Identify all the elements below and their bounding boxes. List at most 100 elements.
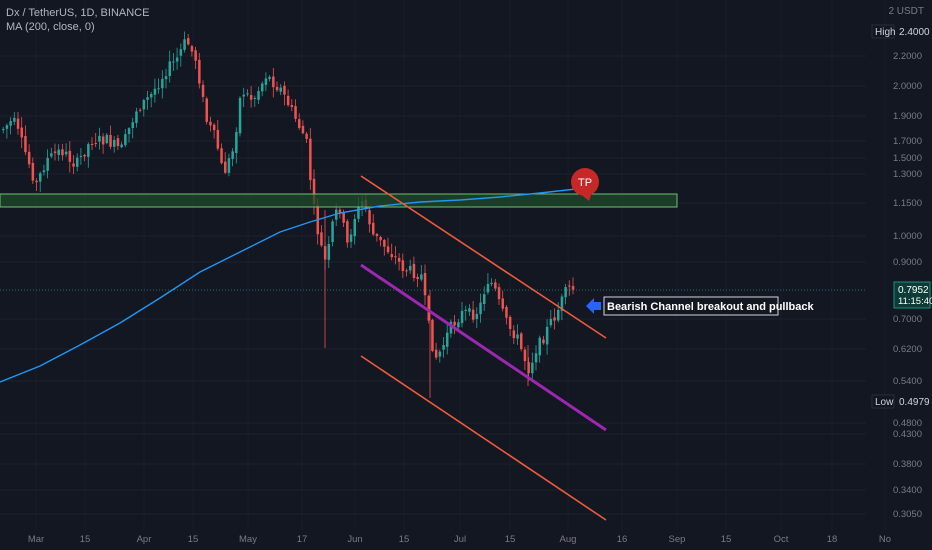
channel-lower-line[interactable] — [360, 355, 607, 521]
candle-body — [242, 94, 245, 97]
candle-body — [5, 125, 9, 129]
candle-body — [42, 170, 46, 173]
candle-body — [57, 149, 60, 155]
candle-body — [553, 317, 556, 321]
candle-body — [549, 318, 553, 326]
moving-average-line — [0, 187, 586, 383]
price-tick-label: 1.3000 — [893, 169, 922, 180]
candle-body — [294, 106, 297, 119]
candle-body — [401, 260, 405, 272]
time-tick-label: Jul — [454, 534, 466, 545]
price-tick-label: 1.7000 — [893, 136, 922, 147]
candle-body — [412, 263, 416, 279]
time-tick-label: Sep — [669, 534, 686, 545]
candle-body — [357, 206, 360, 219]
price-tick-label: 1.9000 — [893, 111, 922, 122]
low-badge-label-box — [871, 394, 895, 409]
candle-body — [423, 272, 427, 296]
candle-body — [279, 87, 282, 92]
candle-body — [209, 121, 212, 126]
candle-body — [497, 287, 501, 300]
candle-body — [397, 257, 401, 262]
candle-body — [268, 77, 271, 79]
breakout-callout[interactable]: Bearish Channel breakout and pullback — [586, 296, 814, 316]
candle-body — [372, 222, 375, 235]
candle-body — [471, 309, 475, 320]
candle-body — [90, 143, 94, 145]
candle-body — [231, 151, 234, 160]
candle-body — [368, 210, 371, 225]
time-tick-label: 15 — [399, 534, 410, 545]
candle-body — [305, 133, 308, 139]
time-tick-label: May — [239, 534, 257, 545]
low-badge-label: Low — [875, 397, 894, 408]
candle-body — [2, 129, 5, 131]
candle-body — [320, 232, 323, 246]
price-tick-label: 0.3050 — [893, 509, 922, 520]
candle-body — [379, 237, 382, 241]
time-axis[interactable]: Mar 15 Apr 15 May 17 Jun 15 Jul 15 Aug 16 Sep 15 Oct 18… — [28, 534, 891, 545]
candle-body — [386, 246, 390, 253]
candle-body — [571, 285, 575, 290]
tp-marker[interactable]: TP — [571, 168, 599, 201]
time-tick-label: Aug — [560, 534, 577, 545]
candle-body — [183, 39, 186, 50]
price-tick-label: 1.0000 — [893, 231, 922, 242]
candle-body — [94, 142, 97, 144]
chart-legend[interactable]: Dx / TetherUS, 1D, BINANCE MA (200, clos… — [6, 6, 149, 34]
candle-body — [76, 157, 79, 167]
candle-body — [246, 93, 249, 95]
candle-body — [190, 46, 194, 52]
candle-body — [216, 129, 220, 149]
candle-body — [383, 240, 386, 247]
candle-body — [105, 134, 109, 144]
candle-body — [205, 98, 208, 122]
candle-body — [168, 61, 171, 76]
candle-body — [394, 256, 397, 258]
indicator-title[interactable]: MA (200, close, 0) — [6, 21, 95, 33]
candle-body — [464, 309, 467, 311]
candle-body — [505, 306, 508, 318]
current-price-value: 0.7952 — [898, 285, 929, 296]
resistance-zone[interactable] — [0, 193, 678, 208]
candle-body — [405, 270, 408, 272]
candle-body — [342, 212, 345, 223]
candle-body — [31, 162, 35, 181]
tp-label: TP — [578, 177, 592, 189]
candle-body — [312, 178, 316, 204]
candle-body — [438, 351, 442, 357]
price-axis[interactable]: 2 USDT 2.2000 2.0000 1.9000 1.7000 1.5000 1.3… — [888, 6, 924, 520]
candle-body — [420, 274, 423, 280]
candle-body — [87, 144, 90, 157]
price-tick-label: 0.6200 — [893, 344, 922, 355]
candle-body — [349, 234, 353, 242]
candle-body — [220, 148, 223, 164]
candle-body — [68, 150, 72, 162]
candle-body — [116, 138, 120, 147]
candle-body — [227, 158, 231, 173]
price-tick-label: 0.7000 — [893, 314, 922, 325]
candle-body — [479, 302, 482, 315]
channel-mid-line[interactable] — [360, 263, 607, 432]
candle-body — [79, 155, 83, 157]
candle-body — [453, 321, 456, 326]
current-price-badge[interactable]: 0.7952 11:15:40 — [893, 281, 932, 309]
candle-body — [109, 134, 112, 147]
candle-body — [538, 337, 541, 356]
candle-body — [290, 105, 294, 108]
candle-body — [483, 294, 486, 305]
candle-body — [409, 265, 412, 271]
candle-body — [201, 84, 205, 97]
price-tick-label: 0.4800 — [893, 418, 922, 429]
candle-body — [346, 221, 349, 243]
symbol-title[interactable]: Dx / TetherUS, 1D, BINANCE — [6, 7, 150, 19]
candle-body — [527, 361, 530, 373]
channel-upper-line[interactable] — [360, 175, 607, 339]
candle-body — [142, 100, 146, 110]
low-price-badge: Low 0.4979 — [871, 394, 930, 409]
candle-body — [353, 218, 356, 237]
candle-body — [175, 57, 179, 62]
candle-body — [390, 254, 393, 258]
candle-body — [431, 319, 434, 351]
